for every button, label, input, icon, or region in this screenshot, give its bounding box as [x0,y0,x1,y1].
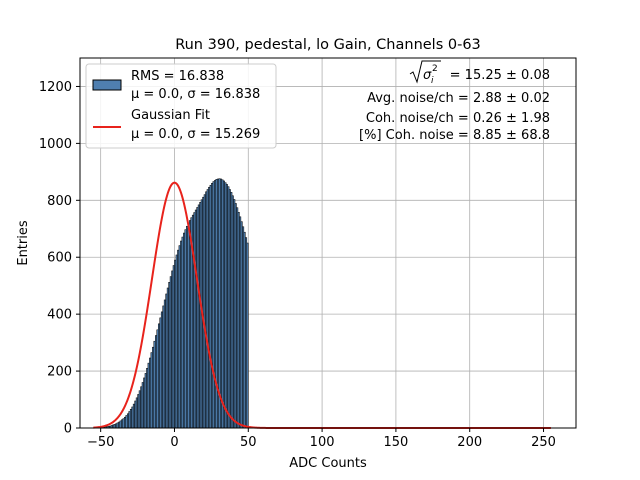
annotation-sigma-i-symbol: σ [423,68,432,83]
y-tick-label: 200 [47,365,72,380]
legend: RMS = 16.838 μ = 0.0, σ = 16.838 Gaussia… [85,63,277,149]
plot-frame [79,57,577,429]
y-axis-label: Entries [16,220,31,266]
legend-histogram-label-line2: μ = 0.0, σ = 16.838 [131,87,260,102]
legend-histogram-patch [92,79,122,91]
annotation-sigma-i-subscript: i [431,76,434,86]
legend-box [85,63,277,149]
histogram-bar [246,242,249,429]
x-tick-label: 200 [457,435,482,450]
y-axis-ticks: 0 200 400 600 800 1000 1200 [39,80,80,437]
y-tick-label: 1200 [39,80,72,95]
y-tick-label: 1000 [39,137,72,152]
annotation-sigma-i-value: = 15.25 ± 0.08 [450,68,550,83]
x-axis-label: ADC Counts [289,456,367,471]
legend-fit-label: Gaussian Fit [131,108,210,123]
chart-title: Run 390, pedestal, lo Gain, Channels 0-6… [175,37,481,53]
annotation-avg-noise: Avg. noise/ch = 2.88 ± 0.02 [367,91,550,106]
x-tick-label: −50 [87,435,114,450]
y-tick-label: 400 [47,308,72,323]
x-tick-label: 250 [531,435,556,450]
annotation-sigma-i-superscript: 2 [432,64,438,74]
annotation-pct-coh-noise: [%] Coh. noise = 8.85 ± 68.8 [359,128,550,143]
x-tick-label: 50 [240,435,257,450]
legend-histogram-label: RMS = 16.838 [131,69,224,84]
x-tick-label: 100 [310,435,335,450]
y-tick-label: 0 [64,422,72,437]
x-axis-ticks: −50 0 50 100 150 200 250 [87,428,556,450]
legend-fit-label-line2: μ = 0.0, σ = 15.269 [131,127,260,142]
noise-annotations: σ i 2 = 15.25 ± 0.08 Avg. noise/ch = 2.8… [359,60,550,143]
sqrt-symbol [409,60,441,84]
y-tick-label: 600 [47,251,72,266]
annotation-coh-noise: Coh. noise/ch = 0.26 ± 1.98 [366,111,550,126]
annotation-sigma-i: σ i 2 = 15.25 ± 0.08 [409,60,550,86]
x-tick-label: 150 [383,435,408,450]
x-tick-label: 0 [170,435,178,450]
y-tick-label: 800 [47,194,72,209]
